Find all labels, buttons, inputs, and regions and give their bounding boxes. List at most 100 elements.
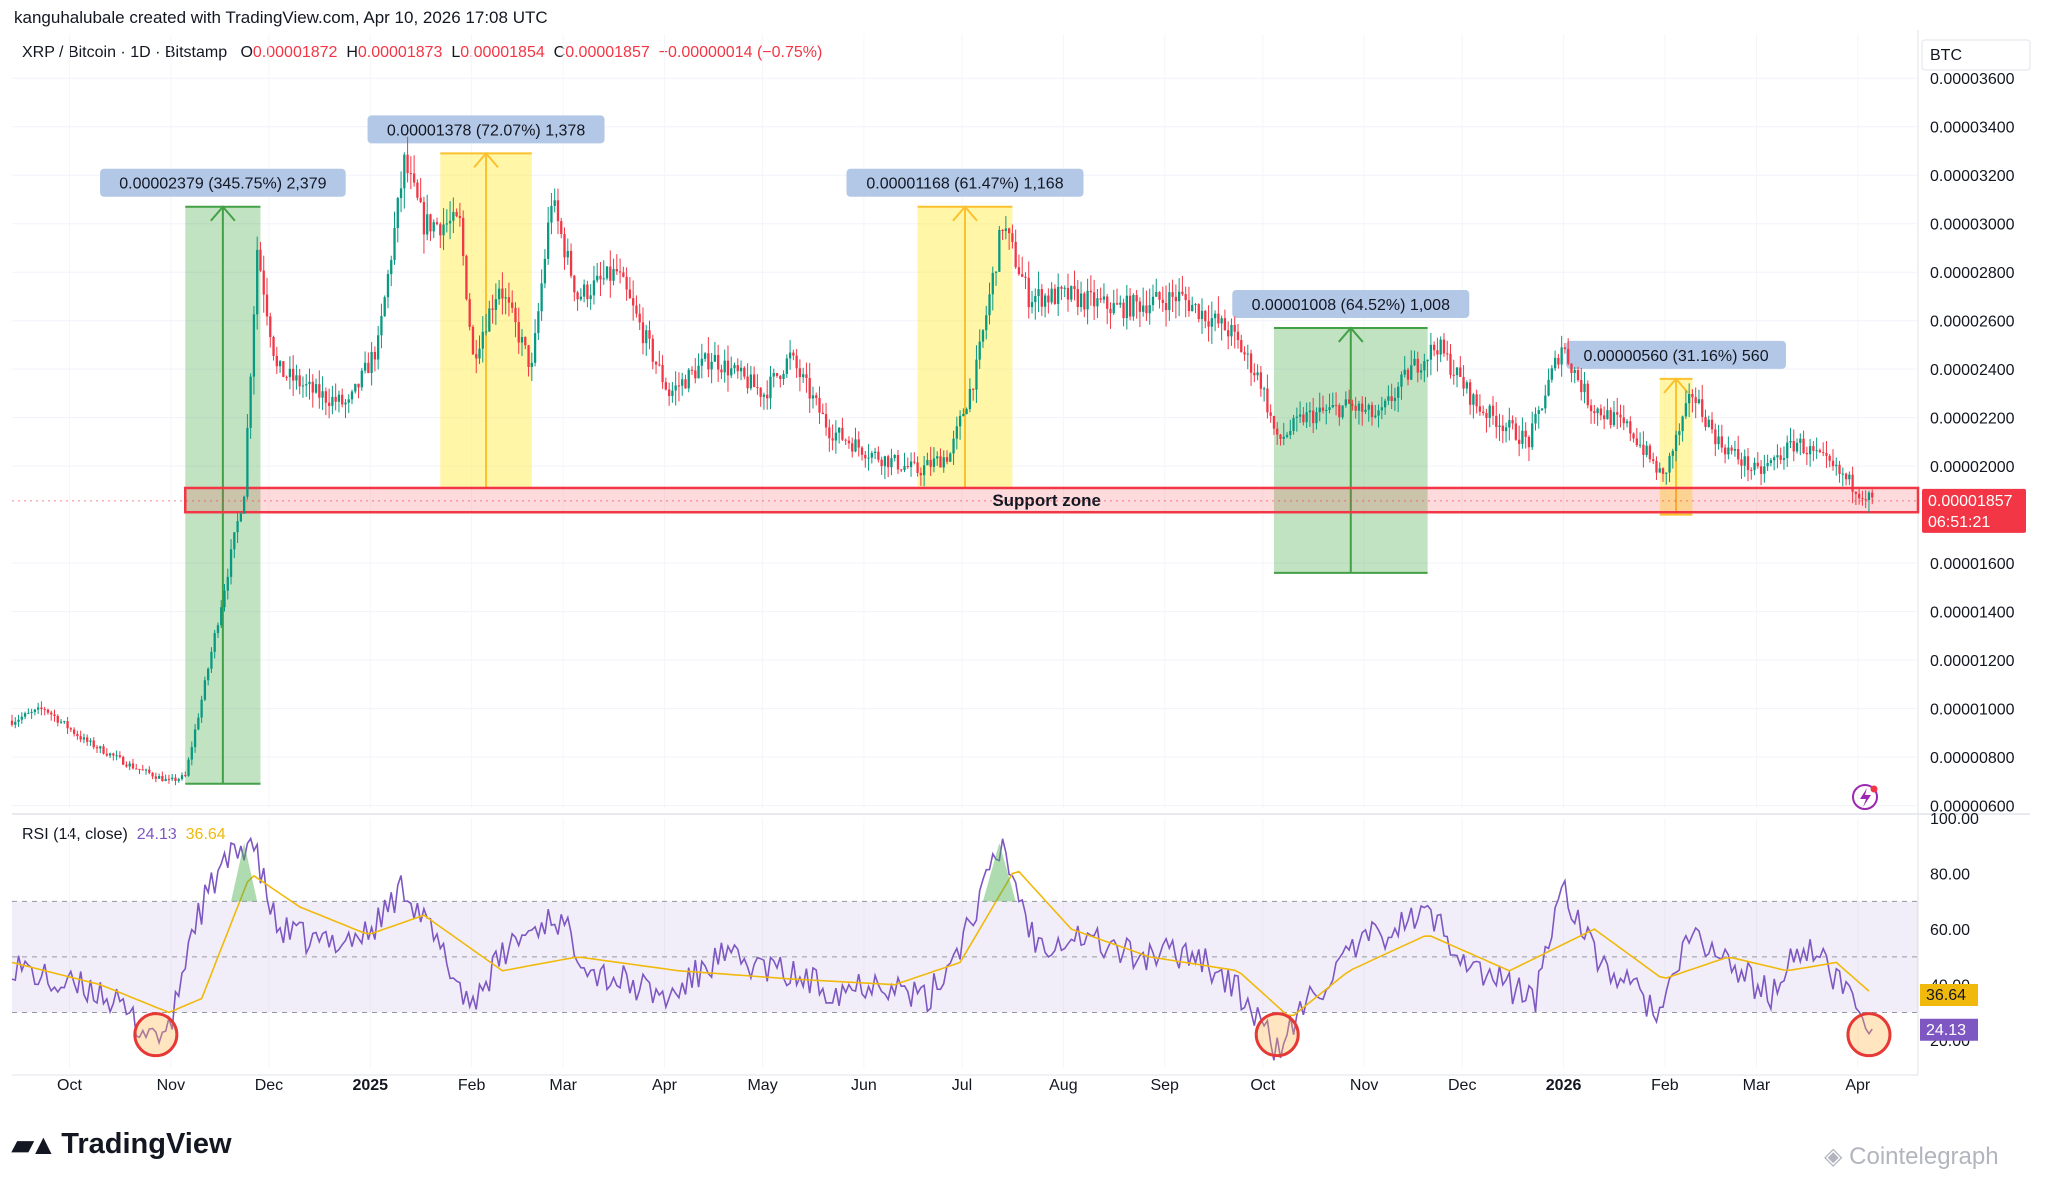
candle-body [1011, 233, 1014, 242]
candle [654, 361, 658, 374]
candle-body [1135, 295, 1138, 302]
candle [1645, 440, 1648, 458]
candle [713, 341, 717, 362]
last-price-badge [1922, 488, 2026, 533]
candle [207, 667, 210, 686]
candle-body [1740, 459, 1743, 466]
candle [383, 295, 386, 317]
candle-body [1599, 408, 1603, 416]
candle [448, 201, 452, 240]
measure-arrow-head [1338, 326, 1364, 343]
candle [1168, 282, 1171, 321]
candle [278, 359, 282, 373]
candle-body [360, 370, 363, 388]
candle-body [599, 275, 602, 280]
candle [1367, 403, 1370, 422]
candle-body [341, 394, 344, 405]
candle-body [1070, 286, 1073, 300]
close-label: C [553, 44, 566, 61]
candle-body [59, 721, 63, 723]
candle-body [1073, 286, 1076, 290]
candle [1655, 456, 1658, 480]
candle [1691, 389, 1694, 413]
candle-body [1521, 430, 1524, 444]
candle [1867, 490, 1871, 513]
candle [694, 358, 697, 384]
candle [805, 362, 808, 393]
candle [10, 714, 14, 727]
candle [586, 280, 589, 308]
candle [122, 755, 125, 766]
candle [223, 584, 226, 612]
rsi-overbought-fill [982, 843, 1016, 902]
candle [174, 774, 177, 786]
candle-body [448, 220, 452, 224]
candle [847, 436, 851, 449]
candle-body [1799, 438, 1802, 443]
symbol-name[interactable]: XRP / Bitcoin · 1D · Bitstamp [22, 44, 228, 61]
candle-body [1553, 357, 1557, 369]
candle-body [10, 720, 14, 725]
candle-body [1655, 461, 1658, 473]
candle-body [733, 365, 736, 369]
candle-body [1364, 409, 1367, 412]
candle-body [1668, 455, 1671, 473]
candle [125, 761, 128, 768]
candle-body [1043, 295, 1047, 307]
candle [161, 771, 164, 782]
candle-body [1759, 466, 1763, 474]
candle-body [1321, 407, 1325, 411]
candle [1432, 341, 1436, 357]
candle [717, 344, 720, 382]
candle-body [1769, 460, 1773, 463]
candle-body [373, 351, 377, 360]
candle [556, 188, 560, 235]
candle-body [131, 763, 135, 769]
candle [736, 358, 739, 379]
rsi-indicator-name[interactable]: RSI (14, close) [22, 826, 128, 843]
candle-body [697, 365, 700, 379]
candle [949, 452, 952, 463]
candle [1106, 293, 1109, 325]
candle [1831, 449, 1835, 471]
candle-body [478, 348, 481, 359]
candle-body [867, 457, 870, 459]
candle-body [1151, 296, 1155, 306]
candle-body [1531, 423, 1534, 448]
candle [481, 316, 484, 363]
candle [1063, 285, 1066, 298]
candle-body [488, 308, 491, 332]
candle-body [1518, 439, 1521, 444]
candle [1325, 404, 1328, 425]
candle [1864, 490, 1867, 509]
candle [988, 282, 991, 325]
candle-body [442, 224, 445, 236]
measure-arrow-head [1663, 377, 1689, 394]
high-label: H [346, 44, 358, 61]
candle-body [69, 728, 72, 730]
candle [66, 716, 69, 735]
candle-body [1743, 456, 1746, 466]
candle [458, 202, 462, 227]
candle-body [1341, 405, 1344, 418]
candle-body [1007, 228, 1011, 234]
candle-body [144, 769, 148, 771]
candle-body [573, 275, 576, 293]
candle-body [334, 396, 337, 402]
candle [56, 714, 59, 727]
candle-body [635, 305, 638, 314]
candle-body [1249, 353, 1253, 373]
candle [63, 720, 66, 724]
candle-body [1560, 347, 1563, 365]
candle-body [1822, 452, 1825, 454]
candle [79, 730, 82, 743]
candle [887, 454, 890, 478]
candle [622, 266, 625, 278]
candle-body [906, 465, 909, 468]
candle [321, 376, 324, 410]
candle-body [1671, 450, 1674, 456]
candle [1759, 460, 1763, 486]
candle [412, 155, 416, 187]
candle [1017, 254, 1021, 276]
